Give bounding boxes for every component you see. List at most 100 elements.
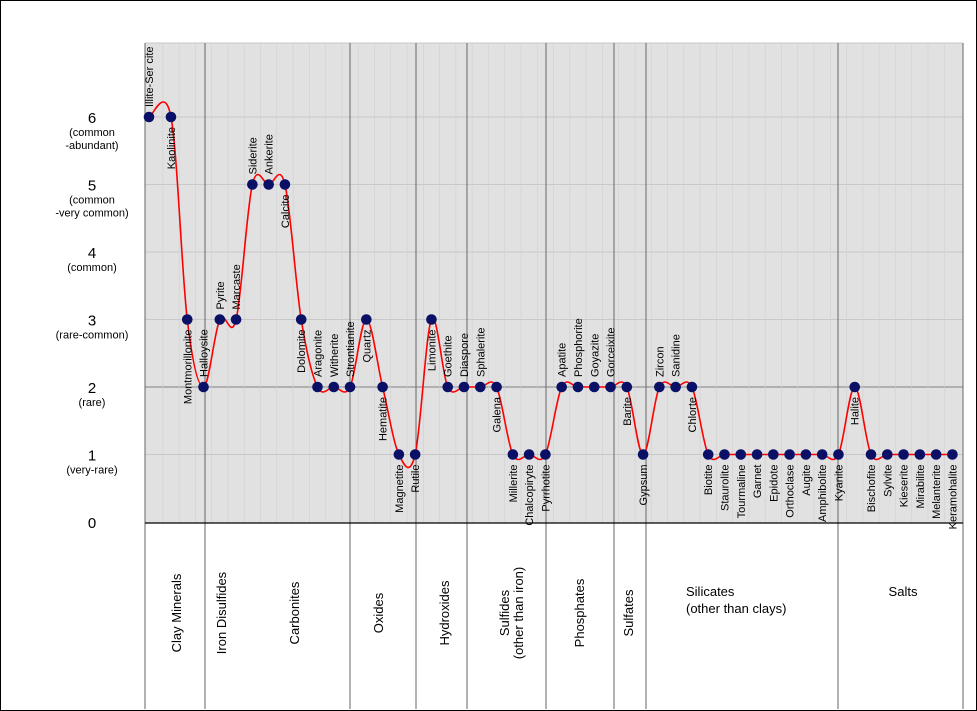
- y-tick-sublabel: -abundant): [65, 140, 118, 152]
- data-point-10: [312, 381, 323, 393]
- group-label-6: Phosphates: [572, 578, 587, 647]
- data-point-1: [165, 111, 177, 123]
- mineral-label-36: Tourmaline: [736, 465, 748, 519]
- data-point-9: [295, 314, 307, 325]
- data-point-35: [719, 449, 730, 460]
- data-point-14: [377, 381, 388, 393]
- data-point-13: [361, 314, 372, 325]
- mineral-label-41: Amphibolite: [817, 465, 829, 522]
- mineral-label-17: Limonite: [426, 330, 438, 372]
- mineral-label-11: Witherite: [329, 334, 341, 377]
- mineral-label-32: Sanidine: [671, 334, 683, 377]
- mineral-label-43: Halite: [850, 397, 862, 425]
- mineral-label-48: Melanterite: [931, 465, 943, 519]
- mineral-label-13: Quartz: [361, 330, 373, 363]
- mineral-label-12: Strontianite: [345, 321, 357, 377]
- data-point-7: [263, 179, 274, 190]
- mineral-label-39: Orthoclase: [785, 465, 797, 518]
- group-label-0: Clay Minerals: [169, 573, 184, 652]
- data-point-21: [491, 381, 502, 393]
- data-point-3: [198, 381, 209, 393]
- mineral-label-0: Illite-Ser cite: [144, 46, 156, 107]
- mineral-label-3: Halloysite: [199, 329, 211, 377]
- mineral-label-34: Biotite: [703, 465, 715, 496]
- mineral-label-42: Kyanite: [833, 465, 845, 502]
- data-point-19: [458, 381, 470, 393]
- data-point-29: [621, 381, 633, 393]
- group-label-1: Iron Disulfides: [214, 571, 229, 654]
- mineral-label-38: Epidote: [768, 465, 780, 502]
- data-point-20: [474, 381, 486, 393]
- group-label-9: Salts: [889, 584, 918, 599]
- data-point-32: [670, 381, 681, 393]
- data-point-37: [751, 449, 763, 460]
- mineral-label-14: Hematite: [378, 397, 390, 441]
- y-tick-sublabel: (common: [69, 127, 115, 139]
- group-label-8: (other than clays): [686, 601, 786, 616]
- mineral-label-29: Barite: [622, 397, 634, 426]
- data-point-16: [409, 449, 421, 460]
- y-tick-sublabel: (rare-common): [56, 330, 129, 342]
- y-tick-label-2: 2: [88, 380, 96, 397]
- y-tick-label-1: 1: [88, 448, 96, 465]
- mineral-label-30: Gypsum: [638, 465, 650, 506]
- mineral-label-2: Montmorillonite: [182, 330, 194, 405]
- data-point-28: [605, 381, 616, 393]
- data-point-31: [654, 381, 665, 393]
- plot-area: [145, 43, 963, 523]
- data-point-42: [833, 449, 844, 460]
- data-point-41: [816, 449, 828, 460]
- mineral-label-44: Bischofite: [866, 465, 878, 513]
- y-tick-sublabel: (common: [69, 195, 115, 207]
- mineral-label-20: Sphalerite: [475, 327, 487, 377]
- data-point-38: [768, 449, 779, 460]
- data-point-49: [947, 449, 958, 460]
- group-label-5: Sulfides: [497, 589, 512, 636]
- y-tick-label-0: 0: [88, 515, 96, 532]
- data-point-4: [214, 314, 226, 325]
- mineral-label-40: Augite: [801, 465, 813, 496]
- group-label-7: Sulfates: [621, 589, 636, 636]
- mineral-label-47: Mirabilite: [915, 465, 927, 509]
- data-point-5: [230, 314, 242, 325]
- mineral-label-24: Pyrrhotite: [540, 465, 552, 512]
- data-point-43: [849, 381, 861, 393]
- y-tick-label-6: 6: [88, 110, 96, 127]
- y-tick-sublabel: (rare): [79, 397, 106, 409]
- data-point-15: [393, 449, 405, 460]
- data-point-18: [442, 381, 454, 393]
- data-point-22: [507, 449, 519, 460]
- data-point-24: [540, 449, 551, 460]
- mineral-label-1: Kaolinite: [166, 127, 178, 169]
- mineral-label-46: Kieserite: [899, 465, 911, 508]
- mineral-label-8: Calcite: [280, 195, 292, 229]
- group-label-8: Silicates: [686, 584, 735, 599]
- data-point-33: [686, 381, 698, 393]
- y-tick-sublabel: -very common): [55, 208, 128, 220]
- y-tick-sublabel: (common): [67, 262, 117, 274]
- data-point-26: [572, 381, 584, 393]
- data-point-36: [735, 449, 747, 460]
- data-point-0: [143, 111, 155, 123]
- mineral-label-15: Magnetite: [394, 465, 406, 513]
- data-point-17: [426, 314, 437, 325]
- mineral-label-22: Millerite: [508, 465, 520, 503]
- mineral-label-6: Siderite: [247, 137, 259, 174]
- data-point-34: [702, 449, 714, 460]
- mineral-label-26: Phosphorite: [573, 318, 585, 377]
- mineral-label-35: Staurolite: [719, 465, 731, 511]
- data-point-8: [279, 179, 291, 190]
- mineral-label-49: Keramohalite: [947, 465, 959, 530]
- y-tick-sublabel: (very-rare): [66, 465, 117, 477]
- data-point-2: [181, 314, 193, 325]
- mineral-label-37: Garnet: [752, 465, 764, 499]
- group-label-4: Hydroxides: [437, 580, 452, 646]
- data-point-40: [800, 449, 812, 460]
- mineral-label-27: Goyazite: [589, 334, 601, 377]
- data-point-6: [247, 179, 258, 190]
- data-point-23: [523, 449, 535, 460]
- data-point-39: [784, 449, 795, 460]
- data-point-11: [328, 381, 340, 393]
- mineral-label-28: Gorceixite: [606, 327, 618, 377]
